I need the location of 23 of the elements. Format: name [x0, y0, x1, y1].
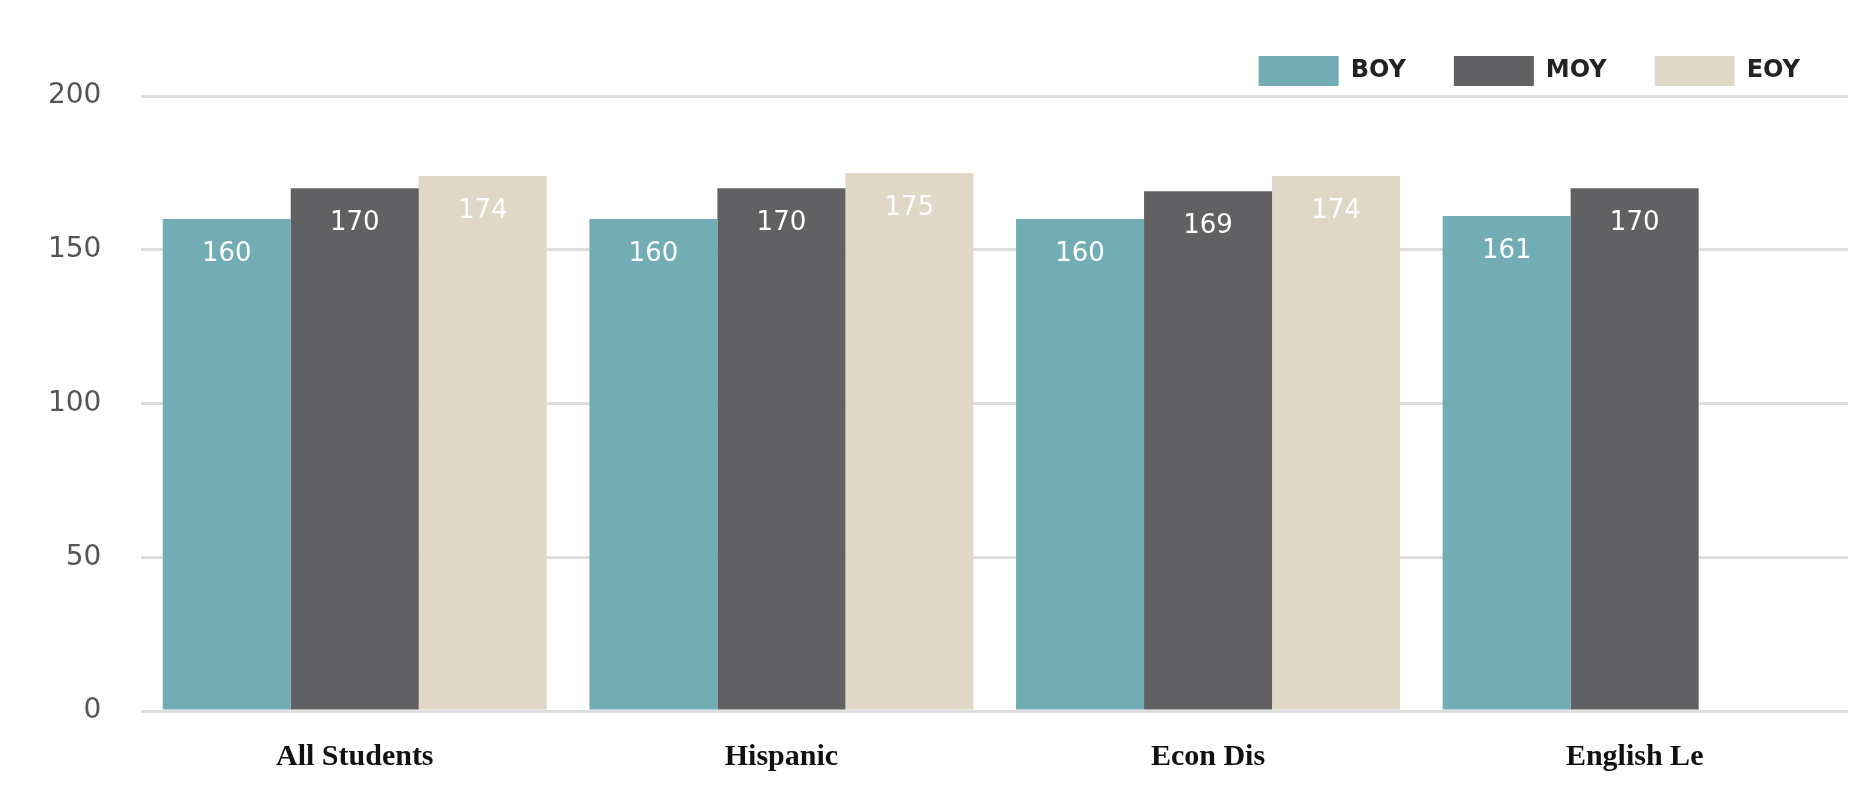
y-tick-label: 150	[47, 231, 102, 265]
data-label: 170	[1609, 206, 1660, 236]
y-tick-label: 100	[47, 384, 102, 418]
data-label: 175	[884, 190, 935, 221]
x-tick-label: Hispanic	[724, 737, 839, 771]
data-label: 160	[628, 236, 679, 267]
legend-label: MOY	[1545, 55, 1608, 84]
x-tick-label: All Students	[275, 737, 434, 771]
y-tick-label: 50	[65, 538, 102, 572]
legend-label: EOY	[1746, 55, 1801, 84]
data-label: 174	[1311, 193, 1361, 224]
data-label: 170	[756, 206, 807, 236]
y-tick-label: 200	[47, 77, 102, 111]
x-tick-label: English Le	[1565, 737, 1704, 771]
data-label: 160	[1055, 236, 1105, 267]
data-label: 170	[329, 206, 380, 236]
y-tick-label: 0	[83, 692, 102, 726]
data-label: 160	[201, 236, 252, 267]
legend-label: BOY	[1350, 55, 1407, 84]
data-label: 161	[1481, 233, 1532, 264]
data-label: 174	[457, 193, 508, 224]
x-tick-label: Econ Dis	[1150, 737, 1266, 771]
data-label: 169	[1183, 209, 1233, 240]
